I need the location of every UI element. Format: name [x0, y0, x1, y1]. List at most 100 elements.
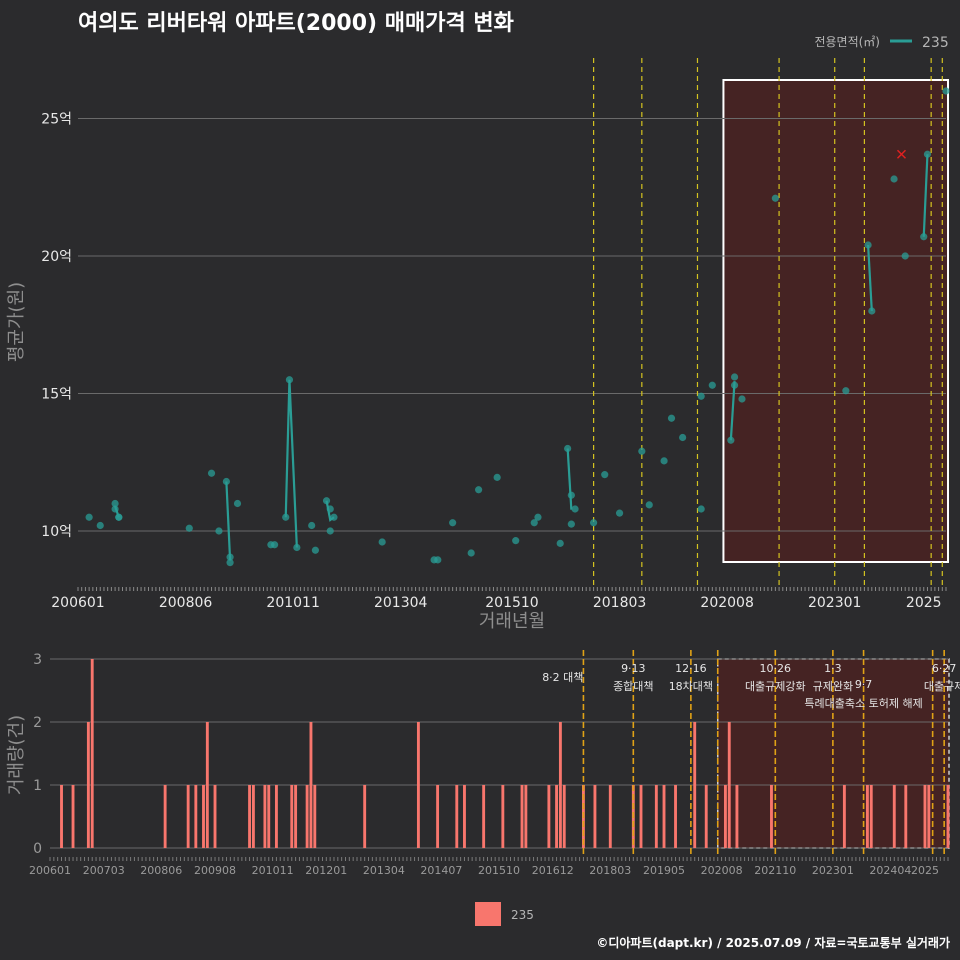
data-point	[590, 519, 598, 527]
volume-bar	[946, 785, 950, 848]
volume-bar	[309, 722, 313, 848]
volume-bar	[482, 785, 486, 848]
data-point	[842, 387, 850, 395]
volume-bar	[86, 722, 90, 848]
policy-annotation-label: 6·27	[932, 662, 957, 675]
data-point	[226, 559, 234, 567]
x-tick-label: 200908	[194, 864, 236, 877]
x-tick-label: 200703	[83, 864, 125, 877]
volume-bar	[593, 785, 597, 848]
y-tick-label: 15억	[41, 387, 72, 403]
policy-annotation-label: 9·7	[855, 678, 873, 691]
policy-annotation-sub: 대출규제강화	[745, 680, 806, 693]
volume-bar	[639, 785, 643, 848]
data-point	[326, 527, 334, 535]
data-point	[207, 469, 216, 477]
data-point	[615, 509, 624, 517]
volume-bar	[927, 785, 931, 848]
y-tick-label: 1	[33, 778, 42, 794]
data-point	[475, 486, 483, 494]
data-point	[864, 241, 872, 249]
volume-bar	[735, 785, 739, 848]
data-point	[697, 505, 705, 513]
y-axis-title: 거래량(건)	[6, 715, 27, 795]
volume-bar	[693, 722, 697, 848]
volume-bar	[251, 785, 255, 848]
volume-bar	[842, 785, 846, 848]
data-point	[308, 521, 316, 530]
volume-bar	[904, 785, 908, 848]
volume-bar	[71, 785, 75, 848]
data-point	[96, 521, 104, 530]
data-point	[667, 414, 676, 422]
policy-annotation-label: 9·13	[621, 662, 646, 675]
x-tick-label: 202008	[701, 864, 743, 877]
legend-title: 전용면적(㎡)	[814, 35, 880, 49]
data-point	[222, 477, 230, 486]
data-point	[660, 457, 668, 465]
y-tick-label: 3	[33, 652, 42, 668]
data-point	[571, 505, 579, 513]
y-tick-label: 2	[33, 715, 42, 731]
volume-bar	[436, 785, 440, 848]
x-tick-label: 201304	[374, 595, 428, 611]
volume-bar	[274, 785, 278, 848]
top-legend: 전용면적(㎡) 235	[814, 35, 948, 51]
x-tick-label: 200806	[140, 864, 182, 877]
volume-bar	[865, 785, 869, 848]
bottom-legend: 235	[475, 902, 534, 926]
volume-bar	[558, 722, 562, 848]
data-point	[727, 436, 735, 444]
volume-bar	[727, 722, 731, 848]
policy-annotation-label: 8·2 대책	[542, 671, 583, 684]
x-tick-label: 202008	[700, 595, 753, 611]
volume-bar	[213, 785, 217, 848]
chart-title: 여의도 리버타워 아파트(2000) 매매가격 변화	[78, 11, 514, 36]
volume-bar	[263, 785, 267, 848]
y-tick-label: 25억	[41, 112, 72, 128]
volume-bar	[662, 785, 666, 848]
volume-bar	[305, 785, 309, 848]
volume-bar	[520, 785, 524, 848]
data-point	[730, 373, 739, 381]
series-line-segment	[867, 244, 873, 312]
volume-bar	[501, 785, 505, 848]
data-point	[567, 520, 575, 528]
y-tick-label: 20억	[41, 249, 72, 265]
volume-bar	[463, 785, 466, 848]
data-point	[270, 541, 279, 549]
policy-annotation-sub: 대출규제	[924, 680, 960, 693]
volume-bar	[90, 659, 94, 848]
volume-bar	[704, 785, 708, 848]
data-point	[233, 499, 242, 508]
volume-bar	[60, 785, 63, 848]
data-point	[556, 539, 564, 547]
x-tick-label: 200806	[159, 595, 213, 611]
x-tick-label: 201803	[593, 595, 646, 611]
x-tick-label: 201510	[478, 864, 520, 877]
x-tick-label: 202110	[754, 864, 796, 877]
top-plot-area: 10억 15억 20억 25억 200601 200806 201011 201304 2015…	[6, 58, 950, 632]
data-point	[512, 537, 520, 545]
data-point	[111, 499, 119, 508]
volume-bar	[248, 785, 251, 848]
data-point	[330, 513, 338, 521]
data-point	[564, 444, 572, 453]
x-tick-label: 201407	[420, 864, 462, 877]
legend-bar-label: 235	[511, 908, 534, 922]
legend-series-label: 235	[922, 35, 949, 51]
data-point	[311, 546, 320, 554]
data-point	[449, 519, 457, 527]
data-point	[738, 395, 746, 403]
x-tick-label: 2025	[906, 595, 942, 611]
data-point	[285, 376, 294, 384]
volume-bar	[869, 785, 873, 848]
data-point	[638, 447, 646, 455]
data-point	[530, 519, 538, 527]
volume-bar	[205, 722, 209, 848]
data-point	[942, 87, 950, 95]
x-tick-label: 201304	[363, 864, 405, 877]
data-point	[601, 471, 609, 479]
x-tick-label: 201011	[266, 595, 319, 611]
policy-annotation-label: 10·26	[760, 662, 792, 675]
